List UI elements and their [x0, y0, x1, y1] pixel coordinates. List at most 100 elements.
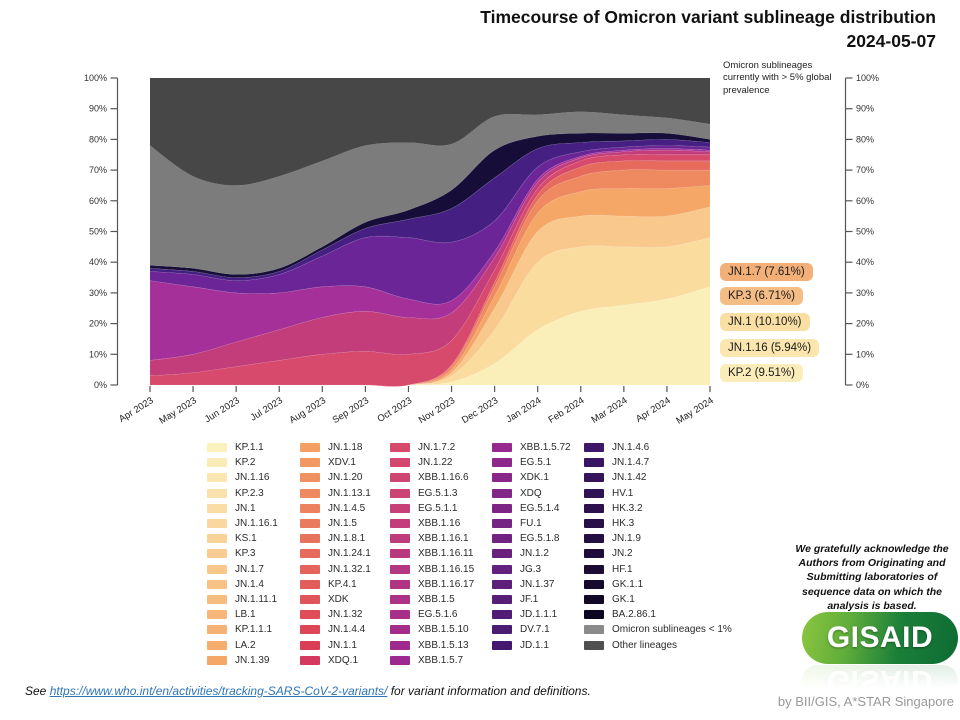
legend-label: JN.1.4.4 [328, 624, 366, 636]
legend-swatch [492, 534, 512, 544]
legend-swatch [207, 655, 227, 665]
legend-item: JN.1.4.5 [300, 501, 371, 516]
callout-label: KP.3 (6.71%) [720, 287, 803, 305]
legend-item: DV.7.1 [492, 622, 571, 637]
y-tick-label: 90% [89, 104, 107, 114]
legend-item: EG.5.1.4 [492, 501, 571, 516]
legend-label: JN.1.32.1 [328, 563, 371, 575]
legend-item: XBB.1.16.15 [390, 562, 474, 577]
y-tick-label: 50% [856, 227, 874, 237]
legend-label: KP.1.1.1 [235, 624, 273, 636]
legend-swatch [207, 473, 227, 483]
legend-item: XBB.1.16.17 [390, 577, 474, 592]
who-variants-link[interactable]: https://www.who.int/en/activities/tracki… [49, 684, 388, 698]
legend-label: XBB.1.16 [418, 518, 461, 530]
legend-item: JN.1.5 [300, 516, 371, 531]
legend-swatch [390, 640, 410, 650]
legend-item: XDV.1 [300, 455, 371, 470]
legend-item: JN.1.7 [207, 562, 278, 577]
legend-item: XBB.1.5.13 [390, 637, 474, 652]
gisaid-logo-reflection: GISAID [802, 665, 958, 695]
legend-label: JN.1.13.1 [328, 487, 371, 499]
legend-label: Other lineages [612, 639, 678, 651]
legend-swatch [300, 655, 320, 665]
x-tick-label: Feb 2024 [546, 395, 586, 426]
stacked-area-chart: 0% 10% 20% 30% 40% 50% 60% 70% 80% 90% 100% 0% 10% 20… [84, 73, 879, 427]
legend-item: KP.1.1.1 [207, 622, 278, 637]
legend-label: KS.1 [235, 533, 257, 545]
legend-swatch [300, 458, 320, 468]
legend-item: JN.1.8.1 [300, 531, 371, 546]
legend-item: LA.2 [207, 637, 278, 652]
legend-label: EG.5.1 [520, 457, 552, 469]
x-tick-label: Apr 2024 [634, 395, 673, 425]
legend-label: XBB.1.16.11 [418, 548, 474, 560]
legend-item: JN.1.20 [300, 470, 371, 485]
legend-item: GK.1 [584, 592, 732, 607]
legend-label: XDQ.1 [328, 654, 359, 666]
legend-swatch [584, 503, 604, 513]
legend-item: EG.5.1.6 [390, 607, 474, 622]
y-tick-label: 30% [89, 288, 107, 298]
legend-swatch [300, 473, 320, 483]
legend-item: KS.1 [207, 531, 278, 546]
legend-swatch [300, 503, 320, 513]
legend-label: HV.1 [612, 487, 634, 499]
x-tick-label: May 2023 [157, 395, 198, 426]
legend-item: JN.1.7.2 [390, 440, 474, 455]
legend-swatch [390, 503, 410, 513]
legend-swatch [390, 549, 410, 559]
legend-item: JN.2 [584, 546, 732, 561]
legend-swatch [492, 519, 512, 529]
y-tick-label: 30% [856, 288, 874, 298]
legend-item: XBB.1.16.6 [390, 470, 474, 485]
x-tick-label: Jul 2023 [249, 395, 285, 423]
legend-item: XDK [300, 592, 371, 607]
legend-swatch [207, 443, 227, 453]
legend-column: KP.1.1 KP.2 JN.1.16 KP.2.3 JN.1 JN.1.16.1 KS.1… [207, 440, 278, 668]
x-tick-label: Dec 2023 [460, 395, 500, 426]
legend-swatch [492, 488, 512, 498]
legend-swatch [300, 640, 320, 650]
legend-swatch [390, 473, 410, 483]
legend-item: EG.5.1.3 [390, 486, 474, 501]
legend-item: KP.2.3 [207, 486, 278, 501]
legend-swatch [207, 458, 227, 468]
legend-swatch [584, 534, 604, 544]
legend-label: XBB.1.5.10 [418, 624, 469, 636]
legend-swatch [584, 610, 604, 620]
legend-swatch [207, 534, 227, 544]
legend-label: XBB.1.5.72 [520, 442, 571, 454]
legend-item: KP.2 [207, 455, 278, 470]
legend-label: JN.1.1 [328, 639, 357, 651]
credit-line: by BII/GIS, A*STAR Singapore [777, 694, 954, 709]
legend-item: XBB.1.16.11 [390, 546, 474, 561]
legend-swatch [584, 625, 604, 635]
legend-label: GK.1 [612, 593, 635, 605]
legend-item: EG.5.1.8 [492, 531, 571, 546]
legend-swatch [390, 519, 410, 529]
legend-label: LB.1 [235, 609, 256, 621]
x-tick-label: Nov 2023 [417, 395, 457, 426]
legend-item: JN.1.4.4 [300, 622, 371, 637]
legend-column: JN.1.7.2 JN.1.22 XBB.1.16.6 EG.5.1.3 EG.5.1.… [390, 440, 474, 668]
legend-swatch [492, 458, 512, 468]
area-band [150, 78, 710, 186]
y-tick-label: 50% [89, 227, 107, 237]
y-tick-label: 40% [856, 257, 874, 267]
legend-label: XBB.1.16.6 [418, 472, 469, 484]
y-tick-label: 100% [84, 73, 107, 83]
legend-item: HK.3.2 [584, 501, 732, 516]
x-tick-label: Aug 2023 [288, 395, 328, 426]
legend-swatch [300, 443, 320, 453]
legend-item: JN.1.13.1 [300, 486, 371, 501]
legend-swatch [207, 640, 227, 650]
legend-label: JN.1.39 [235, 654, 270, 666]
legend-swatch [300, 564, 320, 574]
y-tick-label: 20% [89, 319, 107, 329]
legend-item: JN.1.16.1 [207, 516, 278, 531]
legend-item: XDQ [492, 486, 571, 501]
legend-label: JN.1.4.7 [612, 457, 650, 469]
legend-label: KP.2.3 [235, 487, 264, 499]
legend-item: XBB.1.5 [390, 592, 474, 607]
